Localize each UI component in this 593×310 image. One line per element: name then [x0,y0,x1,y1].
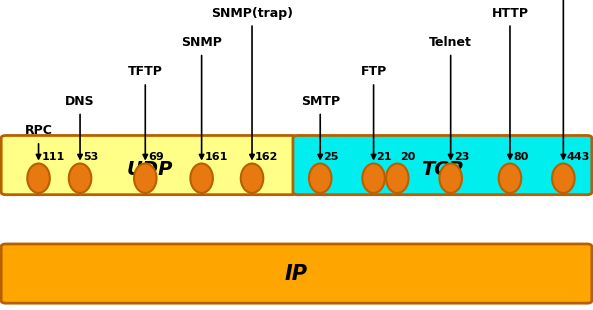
FancyBboxPatch shape [293,135,592,195]
Text: TFTP: TFTP [128,65,162,78]
Text: IP: IP [285,264,308,284]
Text: DNS: DNS [65,95,95,108]
Text: UDP: UDP [126,160,173,179]
Text: 162: 162 [255,152,278,162]
Text: 25: 25 [323,152,339,162]
Ellipse shape [309,163,331,193]
Ellipse shape [134,163,157,193]
Ellipse shape [499,163,521,193]
Ellipse shape [552,163,575,193]
Ellipse shape [241,163,263,193]
Text: SNMP(trap): SNMP(trap) [211,7,293,20]
Text: 21: 21 [377,152,392,162]
Text: SNMP: SNMP [181,36,222,49]
Text: 69: 69 [148,152,164,162]
FancyBboxPatch shape [1,135,296,195]
Text: 53: 53 [83,152,98,162]
Text: 20: 20 [400,152,416,162]
Text: FTP: FTP [361,65,387,78]
Text: SMTP: SMTP [301,95,340,108]
Text: Telnet: Telnet [429,36,472,49]
Ellipse shape [27,163,50,193]
Ellipse shape [190,163,213,193]
Text: 111: 111 [42,152,65,162]
Text: HTTP: HTTP [492,7,528,20]
Text: 23: 23 [454,152,469,162]
Text: 443: 443 [566,152,589,162]
Ellipse shape [386,163,409,193]
Ellipse shape [362,163,385,193]
Ellipse shape [69,163,91,193]
Text: TCP: TCP [422,160,463,179]
Text: 161: 161 [205,152,228,162]
Ellipse shape [439,163,462,193]
FancyBboxPatch shape [1,244,592,303]
Text: RPC: RPC [24,124,53,137]
Text: 80: 80 [513,152,528,162]
